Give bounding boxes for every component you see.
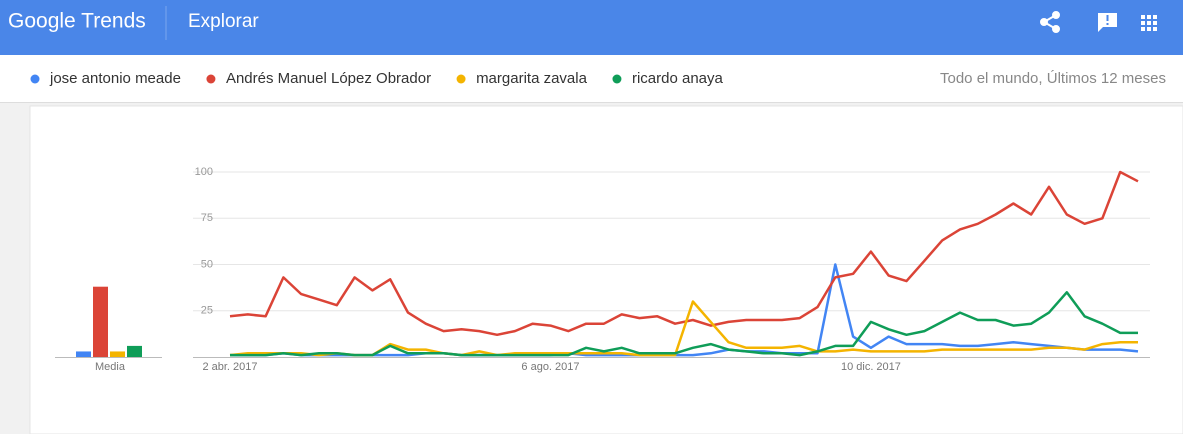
legend-swatch [206,74,216,84]
y-tick-label: 50 [201,258,213,270]
apps-icon[interactable] [1141,15,1157,31]
y-tick-label: 75 [201,212,213,224]
series-line [229,170,1139,337]
feedback-icon[interactable] [1098,13,1117,32]
legend-swatch [456,74,466,84]
average-bar [76,351,91,357]
header-bar [0,0,1183,55]
chart-card [29,105,1183,435]
y-tick-label: 100 [195,166,213,178]
legend-swatch [30,74,40,84]
x-tick-label: 10 dic. 2017 [841,361,901,373]
filter-text[interactable]: Todo el mundo, Últimos 12 meses [940,70,1166,87]
x-tick-label: 2 abr. 2017 [202,361,257,373]
series-line [230,291,1138,357]
legend-swatch [612,74,622,84]
legend-label[interactable]: ricardo anaya [632,70,724,87]
average-bar [110,351,125,357]
legend-bar [0,55,1183,102]
plot: 25 50 75 100 2 abr. 2017 6 ago. 2017 10 dic. 2… [55,166,1150,373]
legend-label[interactable]: margarita zavala [476,70,588,87]
average-bar [93,286,108,357]
series-line [230,263,1139,357]
legend-label[interactable]: Andrés Manuel López Obrador [226,70,431,87]
y-tick-label: 25 [201,305,213,317]
legend-label[interactable]: jose antonio meade [49,70,181,87]
brand[interactable]: Google Trends [8,10,146,33]
section-title: Explorar [188,11,259,32]
average-label: Media [95,361,126,373]
average-bar [127,345,142,357]
legend: jose antonio meade Andrés Manuel López Ob… [30,70,724,87]
x-tick-label: 6 ago. 2017 [521,361,579,373]
share-icon[interactable] [1040,11,1060,33]
